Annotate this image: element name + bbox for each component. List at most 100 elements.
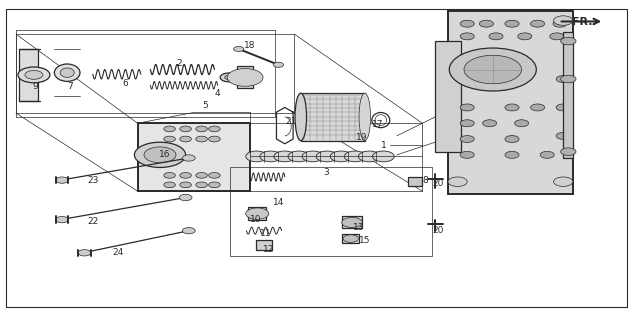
Text: 10: 10 (250, 215, 262, 224)
Bar (563, 32, 573, 158)
Circle shape (234, 46, 244, 52)
Text: 7: 7 (68, 82, 73, 91)
Circle shape (25, 70, 43, 79)
Circle shape (515, 120, 529, 127)
Circle shape (531, 104, 545, 111)
Circle shape (372, 151, 394, 162)
Circle shape (561, 148, 576, 155)
Text: 3: 3 (324, 168, 329, 177)
Text: 15: 15 (359, 236, 371, 245)
Circle shape (460, 33, 474, 40)
Bar (19, 49, 38, 101)
Circle shape (316, 151, 338, 162)
Circle shape (505, 20, 519, 27)
Circle shape (134, 142, 186, 167)
Bar (301, 93, 365, 141)
Ellipse shape (359, 93, 371, 141)
Circle shape (561, 37, 576, 45)
Circle shape (358, 151, 380, 162)
Text: FR.: FR. (572, 17, 592, 27)
Circle shape (246, 208, 269, 219)
Circle shape (460, 151, 474, 158)
Circle shape (344, 151, 366, 162)
Circle shape (302, 151, 324, 162)
Circle shape (180, 136, 191, 142)
Circle shape (505, 136, 519, 143)
Text: 16: 16 (159, 150, 171, 159)
Circle shape (554, 16, 573, 25)
Circle shape (56, 177, 68, 183)
Circle shape (540, 151, 554, 158)
Circle shape (196, 136, 207, 142)
Circle shape (209, 136, 220, 142)
Circle shape (196, 173, 207, 178)
Bar (448, 11, 573, 194)
Bar (342, 234, 359, 243)
Circle shape (505, 151, 519, 158)
Ellipse shape (60, 68, 74, 77)
Text: 11: 11 (260, 229, 271, 238)
Circle shape (553, 20, 567, 27)
Circle shape (343, 235, 358, 242)
Text: 6: 6 (122, 79, 127, 88)
Circle shape (483, 120, 497, 127)
Circle shape (78, 250, 91, 256)
Text: 9: 9 (33, 82, 38, 91)
Circle shape (56, 216, 68, 223)
Circle shape (209, 173, 220, 178)
Circle shape (556, 76, 570, 82)
Circle shape (144, 147, 176, 163)
Circle shape (209, 126, 220, 132)
Circle shape (288, 151, 310, 162)
Circle shape (164, 136, 175, 142)
Circle shape (330, 151, 352, 162)
Text: 23: 23 (87, 176, 99, 185)
Text: 19: 19 (356, 133, 367, 142)
Circle shape (460, 20, 474, 27)
Circle shape (164, 182, 175, 188)
Circle shape (464, 55, 522, 84)
Text: 20: 20 (433, 179, 444, 188)
Bar (342, 216, 362, 228)
Circle shape (448, 177, 467, 186)
Circle shape (460, 104, 474, 111)
Circle shape (220, 73, 238, 82)
Bar (248, 207, 266, 220)
Circle shape (273, 62, 284, 67)
Circle shape (164, 126, 175, 132)
Circle shape (196, 126, 207, 132)
Bar (237, 66, 253, 88)
Circle shape (18, 67, 50, 83)
Text: 5: 5 (202, 101, 207, 110)
Circle shape (182, 155, 195, 161)
Bar (408, 177, 422, 186)
Bar (230, 167, 432, 256)
Ellipse shape (295, 93, 307, 141)
Circle shape (196, 182, 207, 188)
Circle shape (180, 182, 191, 188)
Text: 21: 21 (285, 117, 297, 126)
Bar (435, 41, 461, 152)
Text: 18: 18 (244, 41, 255, 50)
Circle shape (460, 136, 474, 143)
Text: 17: 17 (372, 120, 383, 129)
Text: 22: 22 (87, 217, 99, 226)
Circle shape (460, 120, 474, 127)
Circle shape (449, 48, 536, 91)
Circle shape (556, 104, 570, 111)
Circle shape (550, 33, 564, 40)
Circle shape (246, 151, 268, 162)
Circle shape (554, 177, 573, 186)
Circle shape (556, 132, 570, 139)
Text: 14: 14 (273, 198, 284, 207)
Text: 8: 8 (423, 176, 428, 185)
Circle shape (561, 75, 576, 83)
Text: 12: 12 (263, 245, 275, 254)
Circle shape (489, 33, 503, 40)
Circle shape (180, 126, 191, 132)
Circle shape (209, 182, 220, 188)
Circle shape (225, 75, 234, 80)
Text: 13: 13 (353, 223, 364, 232)
Circle shape (479, 20, 493, 27)
Circle shape (518, 33, 532, 40)
